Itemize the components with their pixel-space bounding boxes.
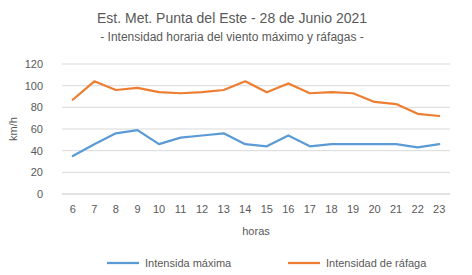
- x-tick-label: 12: [196, 203, 208, 215]
- grid-line: [62, 129, 450, 130]
- grid-line: [62, 107, 450, 108]
- x-tick-label: 23: [433, 203, 445, 215]
- x-tick-label: 16: [282, 203, 294, 215]
- x-tick-label: 21: [390, 203, 402, 215]
- y-axis-title: km/h: [7, 117, 19, 141]
- legend-label: Intensidad de ráfaga: [326, 257, 427, 269]
- y-tick-label: 0: [37, 188, 43, 200]
- x-tick-label: 22: [412, 203, 424, 215]
- plot-area: [73, 81, 439, 156]
- y-tick-label: 100: [25, 80, 43, 92]
- grid-line: [62, 150, 450, 151]
- y-tick-label: 20: [31, 166, 43, 178]
- x-tick-label: 18: [325, 203, 337, 215]
- series-line: [73, 81, 439, 116]
- x-tick-label: 13: [218, 203, 230, 215]
- y-tick-label: 40: [31, 145, 43, 157]
- grid-line: [62, 64, 450, 65]
- x-tick-label: 7: [91, 203, 97, 215]
- title: Est. Met. Punta del Este - 28 de Junio 2…: [97, 10, 367, 26]
- x-tick-label: 8: [113, 203, 119, 215]
- chart: Est. Met. Punta del Este - 28 de Junio 2…: [0, 0, 472, 275]
- series-line: [73, 130, 439, 156]
- y-tick-label: 120: [25, 58, 43, 70]
- x-axis-line: [62, 194, 450, 195]
- legend-swatch: [107, 262, 139, 264]
- x-tick-label: 15: [261, 203, 273, 215]
- x-tick-label: 20: [368, 203, 380, 215]
- x-tick-label: 14: [239, 203, 251, 215]
- legend-swatch: [288, 262, 320, 264]
- x-tick-label: 10: [153, 203, 165, 215]
- x-tick-label: 17: [304, 203, 316, 215]
- x-axis-title: horas: [242, 225, 270, 237]
- x-tick-label: 11: [175, 203, 186, 215]
- x-tick-label: 6: [70, 203, 76, 215]
- legend-label: Intensida máxima: [145, 257, 232, 269]
- subtitle: - Intensidad horaria del viento máximo y…: [100, 30, 363, 44]
- y-tick-label: 60: [31, 123, 43, 135]
- x-tick-label: 19: [347, 203, 359, 215]
- grid-line: [62, 194, 450, 195]
- y-tick-label: 80: [31, 101, 43, 113]
- grid-line: [62, 172, 450, 173]
- x-tick-label: 9: [134, 203, 140, 215]
